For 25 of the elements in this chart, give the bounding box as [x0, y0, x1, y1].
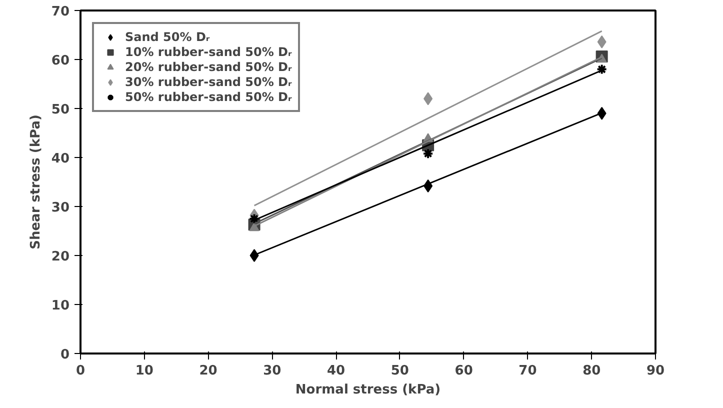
y-tick-label: 50 — [51, 102, 70, 118]
y-tick-label: 30 — [51, 200, 70, 216]
x-tick-label: 90 — [646, 364, 665, 378]
y-tick-label: 70 — [51, 4, 70, 20]
legend-label: Sand 50% Dᵣ — [125, 30, 210, 44]
x-tick-label: 30 — [263, 364, 282, 378]
legend-label: 50% rubber-sand 50% Dᵣ — [125, 90, 292, 104]
x-tick-label: 60 — [454, 364, 473, 378]
x-tick-label: 80 — [582, 364, 601, 378]
x-axis-title: Normal stress (kPa) — [295, 382, 441, 398]
y-tick-label: 20 — [51, 250, 70, 264]
x-tick-label: 10 — [135, 364, 154, 378]
legend-label: 20% rubber-sand 50% Dᵣ — [125, 60, 292, 74]
y-tick-label: 10 — [51, 298, 70, 314]
x-tick-label: 50 — [390, 364, 409, 378]
legend-label: 30% rubber-sand 50% Dᵣ — [125, 75, 292, 89]
y-tick-label: 40 — [51, 152, 70, 166]
y-tick-label: 60 — [51, 54, 70, 68]
legend-label: 10% rubber-sand 50% Dᵣ — [125, 45, 292, 59]
y-tick-label: 0 — [60, 348, 70, 362]
x-tick-label: 40 — [327, 364, 346, 378]
x-tick-label: 20 — [199, 364, 218, 378]
x-tick-label: 0 — [76, 364, 86, 378]
y-axis-title: Shear stress (kPa) — [28, 114, 44, 250]
x-tick-label: 70 — [518, 364, 537, 378]
